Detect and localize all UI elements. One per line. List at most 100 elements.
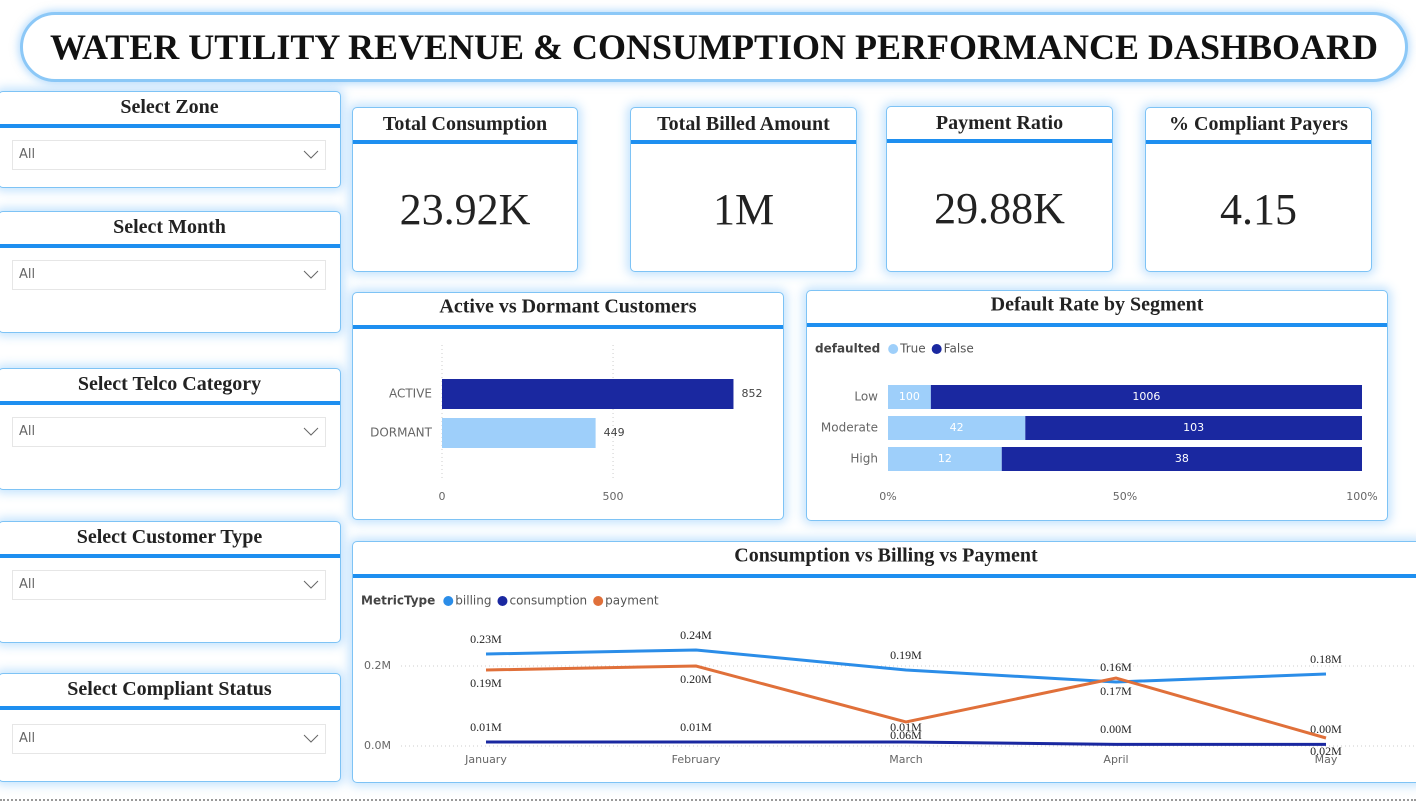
rule bbox=[887, 139, 1112, 143]
data-label: 0.24M bbox=[680, 628, 712, 642]
dropdown[interactable]: All bbox=[12, 724, 326, 754]
dropdown-value: All bbox=[19, 731, 36, 746]
legend-title: defaulted bbox=[815, 342, 880, 356]
data-label: 0.17M bbox=[1100, 684, 1132, 698]
kpi-label: Total Consumption bbox=[382, 113, 548, 135]
bar bbox=[442, 418, 596, 448]
rule bbox=[0, 401, 340, 405]
rule bbox=[631, 140, 856, 144]
dropdown-value: All bbox=[19, 424, 36, 439]
legend-label: True bbox=[899, 342, 926, 356]
slicer-label: Select Month bbox=[113, 216, 226, 238]
data-label: 0.01M bbox=[680, 720, 712, 734]
dropdown[interactable]: All bbox=[12, 140, 326, 170]
chevron bbox=[303, 580, 319, 589]
chevron bbox=[303, 734, 319, 743]
chart-title: Default Rate by Segment bbox=[991, 294, 1204, 316]
data-label: 100 bbox=[899, 390, 920, 403]
data-label: 0.18M bbox=[1310, 652, 1342, 666]
rule bbox=[353, 574, 1416, 578]
data-label: 0.01M bbox=[890, 720, 922, 734]
rule bbox=[353, 140, 577, 144]
page-border bbox=[0, 799, 1416, 801]
rule bbox=[0, 244, 340, 248]
data-label: 0.06M bbox=[890, 728, 922, 742]
data-label: 0.00M bbox=[1100, 722, 1132, 736]
bar-segment bbox=[888, 447, 1002, 471]
data-label: 0.16M bbox=[1100, 660, 1132, 674]
data-label: 449 bbox=[604, 426, 625, 439]
y-tick-label: High bbox=[850, 452, 878, 466]
x-tick-label: February bbox=[672, 753, 721, 766]
chevron bbox=[303, 427, 319, 436]
rule bbox=[353, 325, 783, 329]
legend-title: MetricType bbox=[361, 594, 435, 608]
x-tick-label: 100% bbox=[1346, 490, 1377, 503]
data-label: 0.02M bbox=[1310, 744, 1342, 758]
bar bbox=[442, 379, 734, 409]
bar-segment bbox=[888, 416, 1026, 440]
data-label: 1006 bbox=[1132, 390, 1160, 403]
rule bbox=[0, 706, 340, 710]
y-tick-label: Moderate bbox=[821, 421, 878, 435]
chevron bbox=[303, 150, 319, 159]
bar-segment bbox=[930, 385, 1362, 409]
data-label: 12 bbox=[938, 452, 952, 465]
slicer-label: Select Zone bbox=[120, 96, 219, 118]
data-label: 0.01M bbox=[470, 720, 502, 734]
dropdown-value: All bbox=[19, 267, 36, 282]
y-tick-label: Low bbox=[854, 390, 878, 404]
line bbox=[485, 664, 1327, 740]
dropdown[interactable]: All bbox=[12, 260, 326, 290]
slicer[interactable]: Select Zone All bbox=[0, 91, 341, 188]
data-label: 0.19M bbox=[890, 648, 922, 662]
x-tick-label: 0% bbox=[879, 490, 896, 503]
x-tick-label: March bbox=[889, 753, 923, 766]
rule bbox=[807, 323, 1387, 327]
dropdown[interactable]: All bbox=[12, 570, 326, 600]
x-tick-label: May bbox=[1315, 753, 1338, 766]
y-tick-label: 0.2M bbox=[364, 659, 391, 672]
data-label: 42 bbox=[950, 421, 964, 434]
x-tick-label: 500 bbox=[603, 490, 624, 503]
x-tick-label: 0 bbox=[439, 490, 446, 503]
legend-label: billing bbox=[455, 594, 491, 608]
slicer[interactable]: Select Customer Type All bbox=[0, 521, 341, 643]
kpi-value: 29.88K bbox=[934, 184, 1065, 233]
slicer[interactable]: Select Month All bbox=[0, 211, 341, 333]
data-label: 0.19M bbox=[470, 676, 502, 690]
kpi-label: Total Billed Amount bbox=[657, 113, 830, 135]
slicer[interactable]: Select Compliant Status All bbox=[0, 673, 341, 782]
kpi-card: Total Billed Amount 1M bbox=[630, 107, 857, 272]
y-tick-label: DORMANT bbox=[370, 426, 433, 440]
y-tick-label: 0.0M bbox=[364, 739, 391, 752]
rule bbox=[0, 554, 340, 558]
legend-label: payment bbox=[605, 594, 659, 608]
kpi-value: 4.15 bbox=[1220, 185, 1297, 234]
legend-swatch bbox=[888, 344, 899, 354]
slicer[interactable]: Select Telco Category All bbox=[0, 368, 341, 490]
x-tick-label: January bbox=[464, 753, 507, 766]
dropdown[interactable]: All bbox=[12, 417, 326, 447]
legend-label: False bbox=[944, 342, 974, 356]
dropdown-value: All bbox=[19, 577, 36, 592]
legend-swatch bbox=[931, 344, 942, 354]
dropdown-value: All bbox=[19, 147, 36, 162]
y-tick-label: ACTIVE bbox=[389, 387, 432, 401]
data-label: 38 bbox=[1175, 452, 1189, 465]
legend-swatch bbox=[497, 596, 508, 606]
legend-swatch bbox=[443, 596, 454, 606]
chevron bbox=[303, 270, 319, 279]
data-label: 0.23M bbox=[470, 632, 502, 646]
data-label: 0.00M bbox=[1310, 722, 1342, 736]
kpi-value: 1M bbox=[712, 185, 775, 234]
kpi-label: Payment Ratio bbox=[935, 112, 1064, 134]
legend-label: consumption bbox=[509, 594, 587, 608]
line bbox=[486, 740, 1326, 746]
kpi-card: Payment Ratio 29.88K bbox=[886, 106, 1113, 272]
kpi-label: % Compliant Payers bbox=[1169, 113, 1348, 135]
x-tick-label: April bbox=[1103, 753, 1128, 766]
bar-segment bbox=[1001, 447, 1362, 471]
